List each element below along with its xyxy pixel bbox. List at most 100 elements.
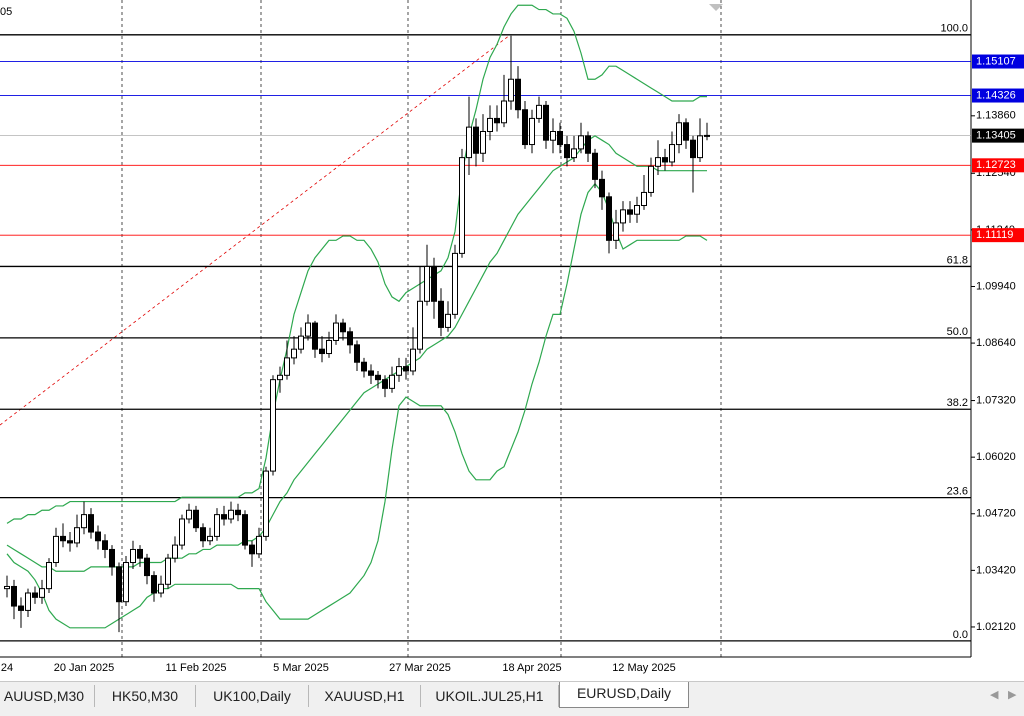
candle-body: [641, 191, 647, 207]
price-label: 1.13405: [976, 130, 1016, 142]
price-label-box: [972, 54, 1024, 69]
candle-body: [438, 300, 444, 328]
candle-body: [494, 117, 500, 124]
candle-body: [599, 178, 605, 198]
candle-body: [109, 548, 115, 568]
price-label: 1.15107: [976, 55, 1016, 67]
candle-body: [354, 344, 360, 363]
fib-label: 100.0: [940, 23, 968, 35]
candle: [88, 508, 94, 539]
candle-body: [627, 209, 633, 215]
candle: [151, 571, 157, 602]
candle-body: [158, 583, 164, 594]
price-label-box: [972, 158, 1024, 173]
candle-body: [284, 357, 290, 376]
price-label: 1.14326: [976, 89, 1016, 101]
candle-body: [662, 157, 668, 163]
candle: [263, 466, 269, 541]
tab[interactable]: AUUSD,M30: [0, 685, 95, 707]
candle: [95, 525, 101, 550]
candle-body: [613, 222, 619, 241]
candle-body: [361, 361, 367, 372]
y-tick-label: 1.02120: [976, 621, 1016, 633]
candle: [32, 586, 38, 604]
candle: [60, 523, 66, 548]
candle: [522, 101, 528, 149]
candle: [214, 508, 220, 541]
candle-body: [249, 544, 255, 555]
candle: [480, 114, 486, 162]
candle-body: [368, 370, 374, 376]
tab[interactable]: EURUSD,Daily: [559, 682, 689, 708]
price-label-box: [972, 128, 1024, 143]
candle-body: [459, 157, 465, 254]
candle: [186, 503, 192, 524]
bollinger-band: [6, 182, 708, 629]
candle-body: [53, 535, 59, 564]
candle: [466, 96, 472, 176]
candle: [179, 514, 185, 550]
candle: [319, 336, 325, 363]
candle: [599, 170, 605, 210]
candle: [620, 201, 626, 232]
fib-label: 61.8: [947, 254, 968, 266]
candle-body: [46, 562, 52, 590]
candle: [382, 375, 388, 398]
candle-body: [179, 518, 185, 546]
candle-body: [144, 557, 150, 577]
candle: [606, 192, 612, 254]
candle: [158, 575, 164, 598]
candle-body: [578, 135, 584, 150]
candle-body: [137, 548, 143, 559]
candle: [340, 318, 346, 341]
scroll-left[interactable]: ◀: [990, 689, 999, 701]
candle: [508, 35, 514, 110]
candle: [375, 370, 381, 389]
candle: [354, 340, 360, 371]
candle: [298, 327, 304, 354]
candle: [361, 357, 367, 378]
price-label: 1.12723: [976, 159, 1016, 171]
candle: [543, 101, 549, 149]
tab[interactable]: UK100,Daily: [196, 685, 309, 707]
candle-body: [18, 605, 24, 611]
candle: [585, 131, 591, 162]
candle: [704, 122, 710, 141]
candle-body: [403, 366, 409, 372]
tab[interactable]: UKOIL.JUL25,H1: [421, 685, 559, 707]
candle-body: [214, 514, 220, 537]
candle: [137, 545, 143, 567]
candle: [494, 105, 500, 132]
candle: [123, 555, 129, 607]
x-tick-label: 18 Apr 2025: [502, 662, 561, 674]
candle: [130, 540, 136, 570]
fib-label: 23.6: [947, 486, 968, 498]
candle-body: [487, 117, 493, 132]
candle: [683, 118, 689, 149]
candle-body: [102, 540, 108, 550]
candle-body: [396, 366, 402, 376]
candle: [438, 288, 444, 337]
x-tick-label: 24: [1, 662, 13, 674]
tab[interactable]: XAUUSD,H1: [309, 685, 421, 707]
candle: [368, 364, 374, 385]
candle-body: [515, 78, 521, 111]
candle-body: [305, 322, 311, 337]
candle-body: [606, 196, 612, 241]
candle-body: [704, 134, 710, 137]
candle: [116, 562, 122, 633]
candle: [690, 135, 696, 193]
scroll-right[interactable]: ▶: [1008, 689, 1017, 701]
candle-body: [207, 535, 213, 542]
candle-body: [291, 348, 297, 359]
candle-body: [277, 374, 283, 381]
candle: [571, 135, 577, 162]
candle: [200, 523, 206, 548]
candle: [235, 503, 241, 522]
candle: [592, 148, 598, 189]
candle: [641, 175, 647, 210]
tab[interactable]: HK50,M30: [95, 685, 196, 707]
candle: [144, 553, 150, 585]
candle: [270, 375, 276, 476]
